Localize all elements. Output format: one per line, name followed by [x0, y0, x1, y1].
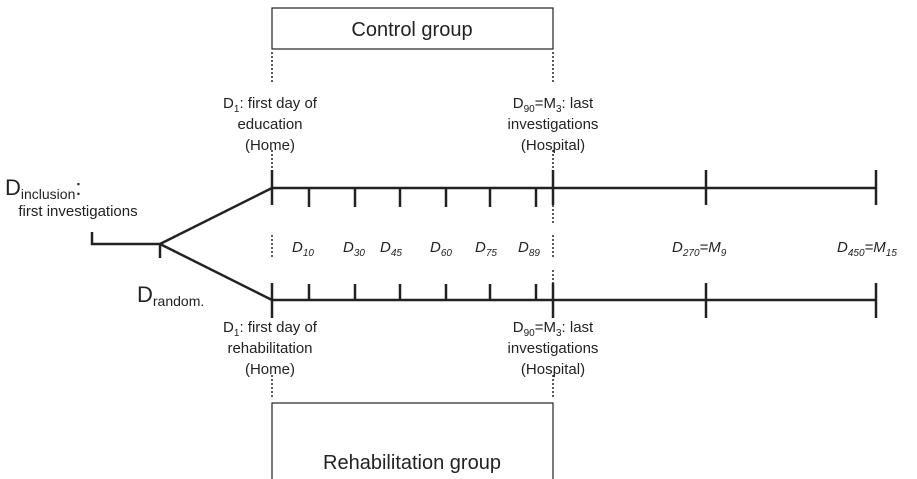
label: D45 [380, 239, 402, 259]
label: D60 [430, 239, 452, 259]
rehab-title: Rehabilitation group [323, 452, 501, 474]
connectors [271, 52, 554, 398]
label: D75 [475, 239, 497, 259]
label-line: investigations [508, 116, 599, 133]
random-label: Drandom. [137, 282, 204, 309]
control-box [271, 7, 554, 50]
label-line: (Home) [245, 361, 295, 378]
inclusion-desc: first investigations [18, 203, 137, 220]
label-line: rehabilitation [227, 340, 312, 357]
label: D1: first day of [223, 95, 318, 115]
label-line: (Hospital) [521, 137, 585, 154]
label: D90=M3: last [513, 319, 594, 339]
label-line: (Hospital) [521, 361, 585, 378]
label-line: education [237, 116, 302, 133]
label: D10 [292, 239, 314, 259]
label: D1: first day of [223, 319, 318, 339]
label: D30 [343, 239, 365, 259]
timelines [90, 170, 878, 318]
label: D89 [518, 239, 540, 259]
rehab-box [271, 402, 554, 479]
label-line: (Home) [245, 137, 295, 154]
inclusion-label: Dinclusion: [5, 175, 82, 202]
label-line: investigations [508, 340, 599, 357]
label: D90=M3: last [513, 95, 594, 115]
label: D270=M9 [672, 239, 727, 259]
label: D450=M15 [837, 239, 897, 259]
control-title: Control group [351, 19, 472, 41]
